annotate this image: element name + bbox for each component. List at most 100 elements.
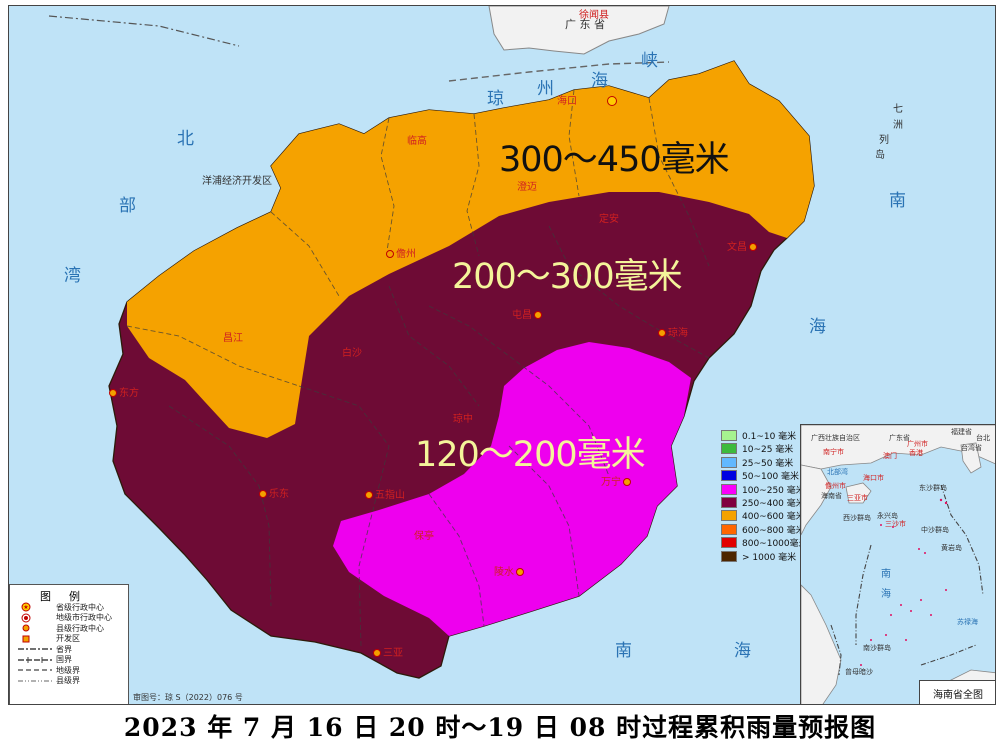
dash-icon — [16, 665, 56, 675]
county-dot-icon — [516, 568, 524, 576]
rainfall-label: 600~800 毫米 — [742, 525, 805, 536]
city-name: 保亭 — [414, 531, 434, 542]
strait-char-2: 州 — [537, 79, 554, 99]
rainfall-label: 800~1000毫米 — [742, 539, 808, 550]
county-dot-icon — [658, 329, 666, 337]
review-number: 审图号：琼 S（2022）076 号 — [133, 693, 243, 702]
map-caption: 2023 年 7 月 16 日 20 时～19 日 08 时过程累积雨量预报图 — [123, 713, 877, 742]
city-qiongzhong: 琼中 — [453, 410, 473, 425]
city-name: 琼中 — [453, 414, 473, 425]
rainfall-swatch — [721, 456, 737, 468]
city-lingshui: 陵水 — [494, 563, 526, 578]
zone-label-200-300: 200～300毫米 — [452, 257, 683, 297]
map-legend-row: 县级界 — [10, 676, 128, 687]
city-name: 澄迈 — [517, 182, 537, 193]
rainfall-label: > 1000 毫米 — [742, 552, 797, 563]
strait-char-4: 峡 — [641, 51, 658, 71]
inset-zhongsha: 中沙群岛 — [921, 526, 949, 534]
city-danzhou: 儋州 — [384, 245, 416, 260]
inset-haikou: 海口市 — [863, 474, 884, 482]
hainan-rainfall-map: 300～450毫米 200～300毫米 120～200毫米 广 东 省 徐闻县 … — [8, 5, 996, 705]
strait-char-3: 海 — [591, 71, 608, 91]
svg-text:★: ★ — [23, 604, 28, 611]
inset-guangzhou: 广州市 — [907, 440, 928, 448]
city-name: 陵水 — [494, 567, 514, 578]
inset-sanya: 三亚市 — [847, 494, 868, 502]
beibu-char-1: 北 — [177, 129, 194, 149]
rainfall-swatch — [721, 550, 737, 562]
city-name: 文昌 — [727, 242, 747, 253]
inset-map: 广西壮族自治区 广东省 福建省 南宁市 广州市 澳门 香港 台湾省 台北 北部湾… — [800, 424, 995, 704]
city-name: 五指山 — [375, 490, 405, 501]
city-lingao: 临高 — [407, 132, 427, 147]
rainfall-legend-row: 600~800 毫米 — [721, 523, 811, 536]
inset-title: 海南省全图 — [933, 689, 983, 701]
rainfall-legend: 0.1~10 毫米 10~25 毫米 25~50 毫米 50~100 毫米 100~25… — [721, 429, 811, 563]
nanhai-right-char-2: 海 — [809, 317, 826, 337]
city-sanya: 三亚 — [371, 644, 403, 659]
inset-fujian: 福建省 — [951, 428, 972, 436]
city-name: 儋州 — [396, 249, 416, 260]
nanhai-right-char-1: 南 — [889, 191, 906, 211]
rainfall-legend-row: 250~400 毫米 — [721, 496, 811, 509]
city-changjiang: 昌江 — [223, 329, 243, 344]
rainfall-label: 0.1~10 毫米 — [742, 432, 797, 442]
inset-taibei: 台北 — [976, 434, 990, 442]
map-legend-row: 县级行政中心 — [10, 623, 128, 634]
map-canvas — [48, 6, 815, 679]
city-name: 白沙 — [342, 348, 362, 359]
map-legend-row: 省界 — [10, 644, 128, 655]
zone-300-450 — [127, 61, 814, 438]
county-dot-icon — [109, 389, 117, 397]
county-dot-icon — [534, 311, 542, 319]
qizhou-char-1: 七 — [893, 104, 903, 115]
inset-huangyan: 黄岩岛 — [941, 544, 962, 552]
city-name: 万宁 — [601, 477, 621, 488]
map-legend-label: 县级界 — [56, 676, 80, 686]
city-baoting: 保亭 — [414, 527, 434, 542]
map-legend-label: 地级市行政中心 — [56, 613, 112, 623]
rainfall-label: 400~600 毫米 — [742, 512, 805, 523]
inset-hainan: 海南省 — [821, 492, 842, 500]
dash-dot-dot-icon — [16, 676, 56, 686]
nanhai-bottom-char-1: 南 — [615, 641, 632, 661]
inset-hongkong: 香港 — [909, 449, 923, 457]
city-name: 琼海 — [668, 328, 688, 339]
star-icon: ★ — [16, 602, 56, 612]
rainfall-legend-row: 400~600 毫米 — [721, 509, 811, 522]
inset-title-box: 海南省全图 — [919, 680, 995, 704]
city-chengmai: 澄迈 — [517, 178, 537, 193]
yangpu-dev-zone: 洋浦经济开发区 — [202, 176, 272, 187]
rainfall-swatch — [721, 430, 737, 441]
rainfall-legend-row: > 1000 毫米 — [721, 550, 811, 563]
map-legend-label: 县级行政中心 — [56, 623, 104, 633]
county-dot-icon — [259, 490, 267, 498]
inset-macau: 澳门 — [883, 452, 897, 460]
city-haikou: 海口 — [557, 92, 619, 107]
city-wanning: 万宁 — [601, 473, 633, 488]
guangdong-land — [488, 6, 670, 55]
xuwen-name: 徐闻县 — [579, 10, 609, 21]
city-name: 三亚 — [383, 648, 403, 659]
city-dingan: 定安 — [599, 210, 619, 225]
inset-beibuwan: 北部湾 — [827, 468, 848, 476]
rainfall-swatch — [721, 443, 737, 455]
rainfall-label: 250~400 毫米 — [742, 498, 805, 509]
map-legend-row: 国界 — [10, 655, 128, 666]
city-name: 昌江 — [223, 333, 243, 344]
city-qionghai: 琼海 — [656, 324, 688, 339]
rainfall-legend-row: 800~1000毫米 — [721, 536, 811, 549]
rainfall-swatch — [721, 510, 737, 522]
city-dongfang: 东方 — [107, 384, 139, 399]
rainfall-legend-row: 25~50 毫米 — [721, 456, 811, 469]
rainfall-swatch — [721, 470, 737, 482]
rainfall-legend-row: 10~25 毫米 — [721, 442, 811, 455]
rainfall-label: 10~25 毫米 — [742, 445, 794, 456]
city-name: 临高 — [407, 136, 427, 147]
zone-120-200 — [333, 342, 691, 636]
inset-taiwan: 台湾省 — [961, 444, 982, 452]
nanhai-bottom-char-2: 海 — [734, 641, 751, 661]
inset-xisha: 西沙群岛 — [843, 514, 871, 522]
map-legend-rows: ★ 省级行政中心 地级市行政中心 县级行政中心 开发区 省界 国界 地级界 县级界 — [10, 602, 128, 686]
